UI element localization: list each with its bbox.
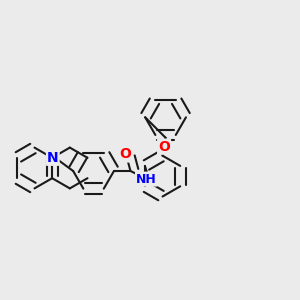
Text: NH: NH [136,172,157,186]
Text: N: N [47,151,58,165]
Text: O: O [158,140,170,154]
Text: O: O [119,148,131,161]
